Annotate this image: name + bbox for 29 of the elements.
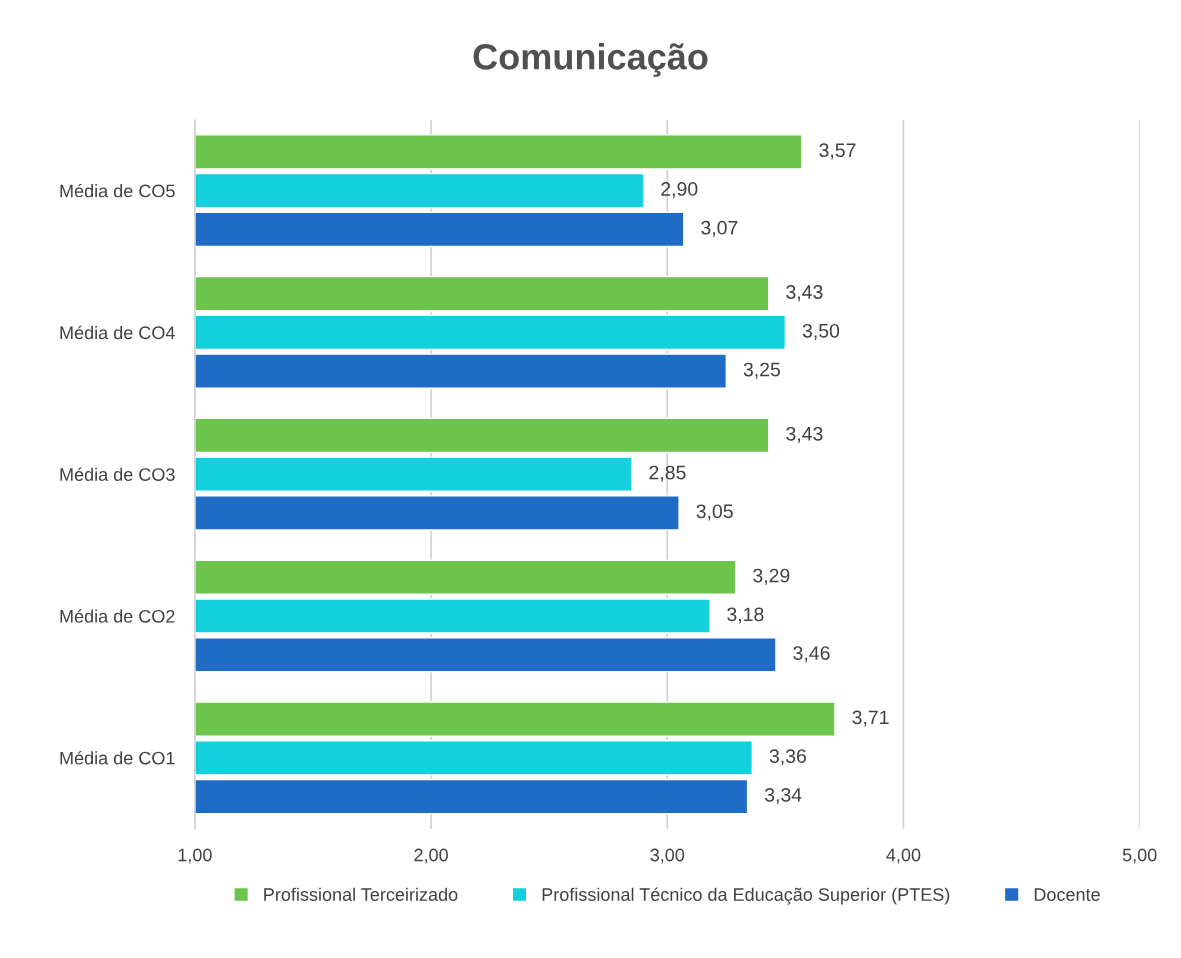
x-tick-label: 2,00: [414, 848, 448, 864]
x-tick-label: 3,00: [650, 848, 685, 864]
data-label: 3,36: [769, 749, 806, 766]
chart-title: Comunicação: [473, 43, 708, 77]
y-tick-label: Média de CO5: [60, 183, 175, 198]
y-tick-label: Média de CO3: [60, 467, 175, 481]
data-label: 3,29: [753, 568, 790, 585]
data-label: 3,71: [852, 710, 889, 727]
legend-label: Docente: [1034, 888, 1100, 901]
data-label: 3,43: [786, 285, 823, 302]
x-tick-label: 1,00: [178, 848, 212, 864]
data-label: 3,07: [701, 220, 738, 237]
data-label: 3,18: [727, 607, 764, 624]
y-tick-label: Média de CO1: [60, 751, 175, 765]
data-label: 3,34: [764, 787, 802, 805]
data-label: 2,85: [649, 465, 686, 482]
data-label: 3,50: [802, 323, 840, 340]
data-label: 3,25: [743, 362, 781, 379]
y-tick-label: Média de CO2: [60, 609, 175, 623]
data-label: 3,05: [696, 504, 733, 521]
x-tick-label: 4,00: [886, 848, 921, 864]
data-label: 2,90: [661, 182, 698, 199]
x-tick-label: 5,00: [1122, 848, 1157, 864]
data-label: 3,57: [819, 143, 856, 160]
y-tick-label: Média de CO4: [60, 325, 175, 340]
data-label: 3,43: [786, 426, 823, 443]
legend-label: Profissional Técnico da Educação Superior (PTES): [542, 887, 950, 905]
legend-label: Profissional Terceirizado: [264, 887, 458, 901]
data-label: 3,46: [793, 646, 830, 663]
